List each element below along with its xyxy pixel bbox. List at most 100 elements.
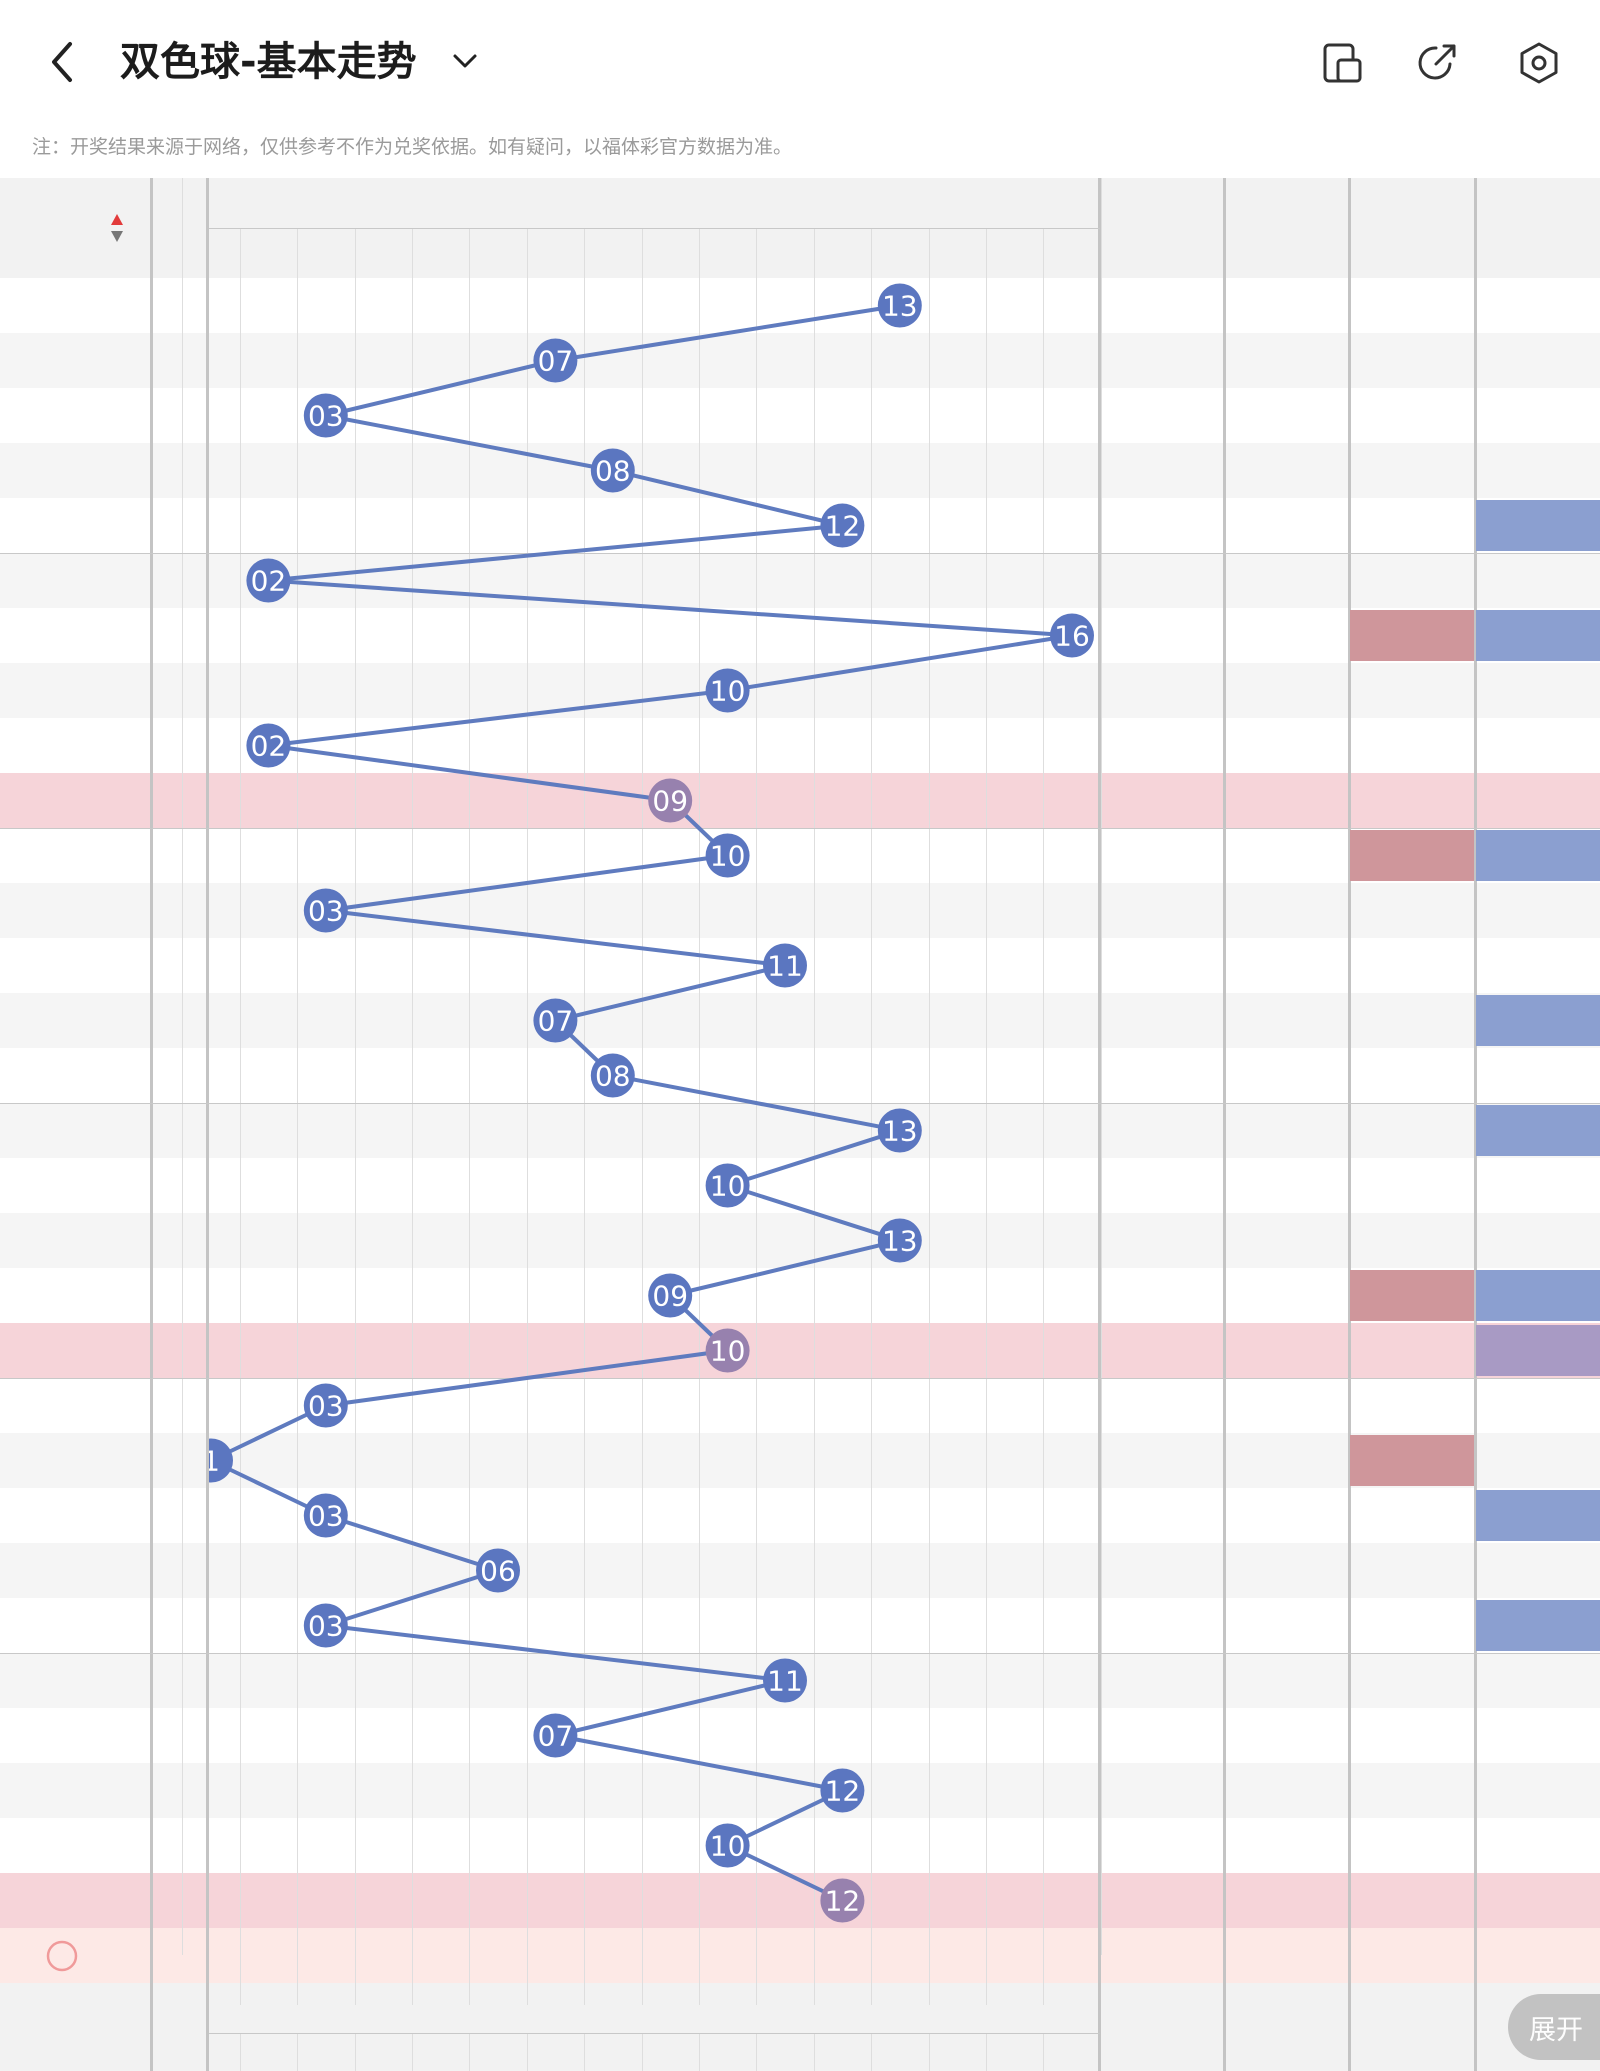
- issue-cell: [0, 1598, 150, 1653]
- blue-ball-hit: 02: [246, 558, 291, 603]
- sum-cell: [1100, 1158, 1223, 1213]
- blue-number-header: [642, 2033, 699, 2071]
- sum-cell: [1100, 443, 1223, 498]
- grid-line: [297, 2033, 299, 2071]
- issue-cell: [0, 1818, 150, 1873]
- select-number-button[interactable]: [986, 1928, 1043, 1983]
- expand-button[interactable]: 展开: [1508, 1994, 1600, 2060]
- zone-ratio-cell: [1350, 390, 1474, 441]
- grid-line: [526, 228, 528, 2005]
- blue-ball-hit: 02: [246, 723, 291, 768]
- grid-line: [928, 2033, 930, 2071]
- parity-ratio-cell: [1476, 940, 1600, 991]
- blue-ball-number: 09: [652, 1280, 688, 1313]
- select-number-button[interactable]: [584, 1928, 641, 1983]
- select-number-button[interactable]: [355, 1928, 412, 1983]
- parity-ratio-cell: [1476, 1545, 1600, 1596]
- select-number-button[interactable]: [871, 1928, 928, 1983]
- issue-header: [0, 178, 150, 278]
- blue-ball-hit: 10: [705, 1163, 750, 1208]
- blue-ball-number: 02: [251, 565, 287, 598]
- issue-cell: [0, 718, 150, 773]
- parity-ratio-cell: [1476, 1765, 1600, 1816]
- select-number-button[interactable]: [814, 1928, 871, 1983]
- share-icon[interactable]: [1414, 40, 1460, 86]
- zone-ratio-cell: [1350, 1105, 1474, 1156]
- sum-cell: [1100, 1378, 1223, 1433]
- parity-ratio-cell: [1476, 720, 1600, 771]
- blue-ball-hit: 12: [820, 503, 865, 548]
- zone-ratio-cell: [1350, 610, 1474, 661]
- zone-ratio-cell: [1350, 1545, 1474, 1596]
- sum-cell: [1100, 1433, 1223, 1488]
- blue-ball-number: 08: [595, 455, 631, 488]
- table-row: [0, 443, 1600, 498]
- span-cell: [1225, 1763, 1348, 1818]
- issue-cell: [0, 883, 150, 938]
- table-row: [0, 333, 1600, 388]
- span-cell: [1225, 883, 1348, 938]
- grid-line: [871, 2033, 873, 2071]
- zone-ratio-cell: [1350, 1490, 1474, 1541]
- select-number-button[interactable]: [469, 1928, 526, 1983]
- blue-ball-hit: 09: [648, 778, 693, 823]
- span-cell: [1225, 1103, 1348, 1158]
- select-number-button[interactable]: [699, 1928, 756, 1983]
- select-number-button[interactable]: [412, 1928, 469, 1983]
- select-number-button[interactable]: [240, 1928, 297, 1983]
- page-title[interactable]: 双色球-基本走势: [120, 39, 417, 85]
- grid-line: [182, 178, 184, 228]
- blue-ball-hit: 1: [209, 1438, 233, 1483]
- grid-line: [239, 2033, 241, 2071]
- select-label[interactable]: [96, 1928, 176, 1983]
- blue-ball-hit: 07: [533, 998, 578, 1043]
- select-number-button[interactable]: [929, 1928, 986, 1983]
- sort-arrows-icon[interactable]: [110, 212, 124, 244]
- zone-ratio-cell: [1350, 1160, 1474, 1211]
- zone-ratio-cell: [1350, 720, 1474, 771]
- select-circle-icon[interactable]: [46, 1940, 78, 1972]
- parity-ratio-cell: [1476, 1380, 1600, 1431]
- sum-cell: [1100, 1048, 1223, 1103]
- blue-ball-number: 16: [1054, 620, 1090, 653]
- span-cell: [1225, 1653, 1348, 1708]
- zone-ratio-cell: [1350, 1380, 1474, 1431]
- span-cell: [1225, 1488, 1348, 1543]
- parity-ratio-cell: [1476, 335, 1600, 386]
- group-separator: [0, 1103, 1600, 1104]
- blue-ball-number: 06: [480, 1555, 516, 1588]
- blue-ball-number: 07: [538, 345, 574, 378]
- grid-line: [469, 228, 471, 2005]
- select-number-button[interactable]: [297, 1928, 354, 1983]
- table-row: [0, 1213, 1600, 1268]
- zone-ratio-header: [1350, 1983, 1474, 2071]
- zone-ratio-cell: [1350, 555, 1474, 606]
- back-arrow-icon[interactable]: [44, 38, 84, 86]
- span-cell: [1225, 938, 1348, 993]
- parity-ratio-header: [1476, 178, 1600, 278]
- sum-cell: [1100, 883, 1223, 938]
- settings-icon[interactable]: [1516, 40, 1562, 86]
- select-number-button[interactable]: [182, 1928, 239, 1983]
- layout-toggle-icon[interactable]: [1320, 40, 1366, 86]
- span-cell: [1225, 278, 1348, 333]
- select-number-button[interactable]: [642, 1928, 699, 1983]
- chevron-down-icon[interactable]: [448, 44, 482, 78]
- select-number-button[interactable]: [756, 1928, 813, 1983]
- header-divider: [209, 228, 1100, 229]
- span-cell: [1225, 1048, 1348, 1103]
- span-cell: [1225, 1598, 1348, 1653]
- issue-cell: [0, 1873, 150, 1928]
- grid-line: [239, 228, 241, 2005]
- parity-ratio-cell: [1476, 1105, 1600, 1156]
- select-number-button[interactable]: [527, 1928, 584, 1983]
- select-number-button[interactable]: [1043, 1928, 1100, 1983]
- blue-ball-hit: 08: [590, 1053, 635, 1098]
- zone-ratio-cell: [1350, 500, 1474, 551]
- blue-ball-number: 13: [882, 290, 918, 323]
- span-cell: [1225, 1323, 1348, 1378]
- span-cell: [1225, 1543, 1348, 1598]
- blue-number-header: [871, 2033, 928, 2071]
- span-cell: [1225, 1213, 1348, 1268]
- blue-number-header: [756, 2033, 813, 2071]
